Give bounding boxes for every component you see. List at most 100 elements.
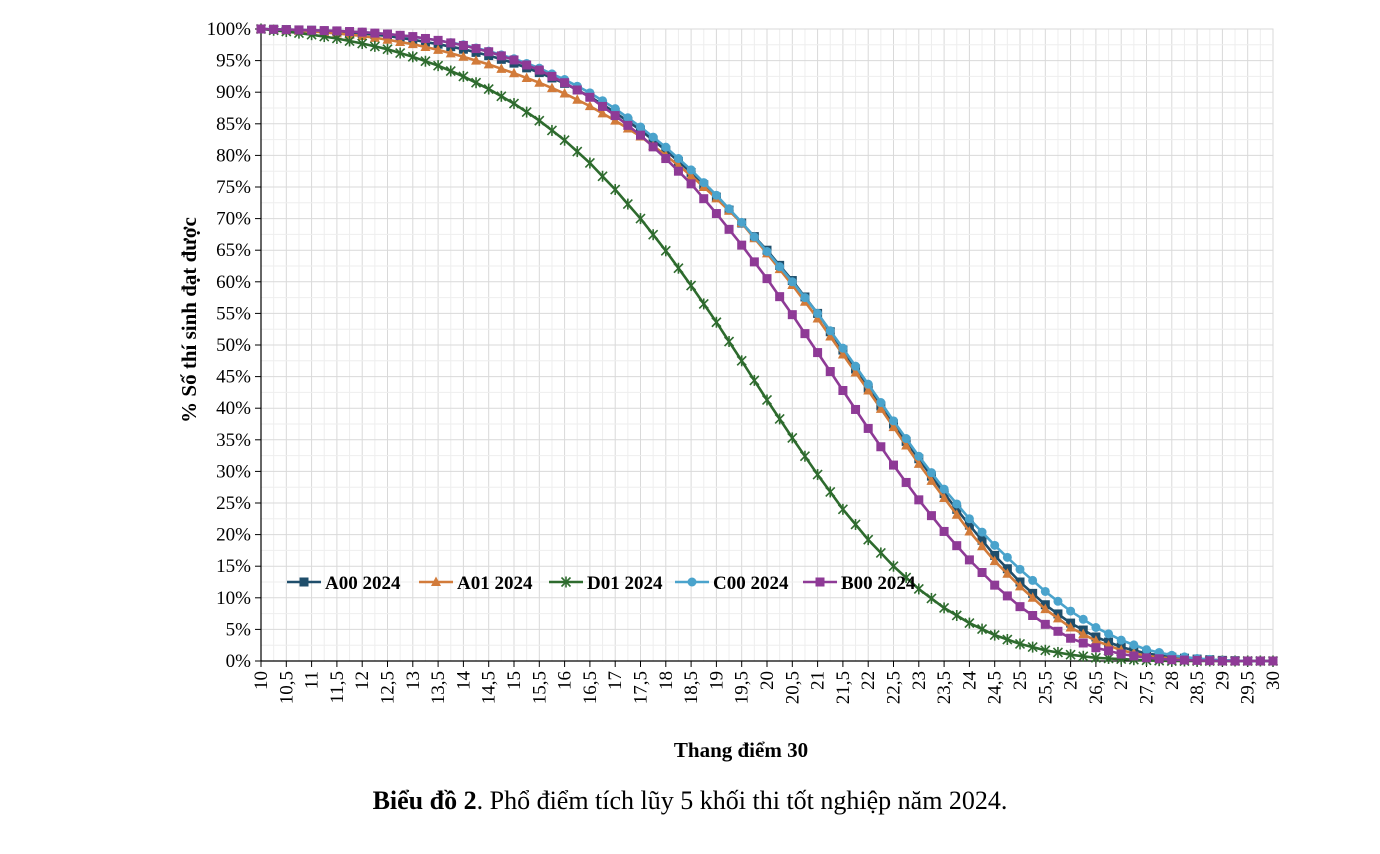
- x-tick-label: 12,5: [378, 671, 399, 704]
- data-point-d01: [395, 47, 406, 59]
- data-point-d01: [1090, 652, 1101, 664]
- data-point-d01: [736, 355, 747, 367]
- x-tick-label: 22: [858, 671, 879, 690]
- x-tick-label: 21: [808, 671, 829, 690]
- x-tick-label: 25,5: [1035, 671, 1056, 704]
- data-point-c00: [749, 232, 759, 242]
- data-point-d01: [825, 486, 836, 498]
- data-point-c00: [610, 104, 620, 114]
- data-point-b00: [1179, 655, 1189, 665]
- y-tick-label: 60%: [216, 272, 251, 293]
- data-point-c00: [1066, 606, 1076, 616]
- data-point-b00: [357, 27, 367, 37]
- legend-item-a01: A01 2024: [419, 573, 533, 594]
- data-point-b00: [1015, 602, 1025, 612]
- data-point-d01: [622, 198, 633, 210]
- data-point-d01: [344, 35, 355, 47]
- data-point-b00: [636, 130, 645, 140]
- data-point-b00: [686, 179, 696, 189]
- y-tick-label: 75%: [216, 177, 251, 198]
- data-point-a01: [521, 72, 532, 82]
- data-point-b00: [1066, 633, 1076, 643]
- data-point-d01: [761, 394, 773, 406]
- data-point-b00: [901, 477, 911, 487]
- x-tick-label: 17: [605, 671, 626, 690]
- data-point-a01: [875, 403, 886, 413]
- data-point-c00: [636, 122, 645, 132]
- data-point-d01: [470, 77, 482, 89]
- data-point-b00: [800, 329, 810, 339]
- data-point-d01: [1014, 638, 1026, 650]
- data-point-b00: [370, 28, 380, 38]
- data-point-c00: [926, 468, 936, 478]
- data-point-c00: [737, 217, 747, 227]
- data-point-d01: [1065, 649, 1076, 661]
- data-point-a01: [559, 87, 570, 98]
- legend-marker: [815, 577, 825, 587]
- data-point-b00: [914, 495, 924, 505]
- data-point-b00: [446, 38, 456, 48]
- data-point-b00: [1154, 654, 1164, 664]
- data-point-d01: [546, 124, 558, 136]
- x-tick-label: 25: [1010, 671, 1031, 690]
- x-tick-label: 21,5: [833, 671, 854, 704]
- data-point-c00: [813, 308, 823, 318]
- data-point-c00: [661, 142, 671, 152]
- data-point-a01: [584, 100, 595, 111]
- data-point-b00: [1255, 656, 1265, 666]
- data-point-c00: [1104, 629, 1114, 639]
- data-point-b00: [724, 224, 734, 234]
- data-point-a01: [989, 555, 1000, 566]
- data-point-b00: [256, 24, 266, 34]
- data-point-d01: [445, 65, 456, 77]
- data-point-d01: [1040, 644, 1051, 656]
- y-tick-label: 85%: [216, 114, 251, 135]
- data-point-b00: [1028, 610, 1038, 620]
- data-point-b00: [787, 310, 797, 320]
- data-point-b00: [345, 27, 355, 37]
- data-point-b00: [307, 25, 317, 35]
- legend-label: C00 2024: [713, 573, 789, 594]
- data-point-a01: [1027, 592, 1038, 602]
- data-point-a01: [964, 525, 975, 536]
- x-tick-label: 15: [504, 671, 525, 690]
- data-point-c00: [762, 246, 772, 256]
- data-point-a01: [471, 55, 482, 65]
- data-point-a01: [420, 41, 431, 52]
- data-point-c00: [851, 361, 861, 371]
- x-tick-label: 16,5: [580, 671, 601, 704]
- x-tick-label: 28: [1162, 671, 1183, 690]
- data-point-d01: [812, 469, 823, 481]
- data-point-c00: [787, 277, 797, 287]
- data-point-b00: [1116, 649, 1126, 659]
- data-point-b00: [269, 24, 279, 34]
- x-tick-label: 26,5: [1086, 671, 1107, 704]
- data-point-d01: [926, 592, 937, 604]
- y-tick-label: 5%: [226, 619, 252, 640]
- data-point-c00: [901, 434, 911, 444]
- data-point-d01: [749, 374, 760, 386]
- data-point-b00: [484, 47, 494, 57]
- legend-item-c00: C00 2024: [675, 573, 789, 594]
- data-point-d01: [723, 336, 735, 348]
- data-point-c00: [863, 379, 873, 389]
- data-point-c00: [825, 326, 835, 336]
- data-point-a01: [572, 94, 583, 104]
- data-point-d01: [572, 146, 583, 158]
- data-point-b00: [1104, 646, 1114, 656]
- data-point-d01: [939, 602, 950, 614]
- data-point-d01: [357, 38, 368, 50]
- data-point-d01: [483, 83, 494, 95]
- x-tick-label: 10,5: [276, 671, 297, 704]
- data-point-c00: [1078, 614, 1088, 624]
- x-tick-label: 26: [1061, 671, 1082, 690]
- y-tick-label: 50%: [216, 335, 251, 356]
- data-point-b00: [420, 33, 430, 43]
- data-point-a01: [597, 107, 608, 118]
- data-point-b00: [319, 26, 329, 36]
- data-point-a01: [445, 47, 456, 58]
- legend-marker: [687, 577, 697, 587]
- x-tick-label: 20: [757, 671, 778, 690]
- data-point-d01: [686, 280, 697, 292]
- data-point-a01: [1078, 628, 1089, 639]
